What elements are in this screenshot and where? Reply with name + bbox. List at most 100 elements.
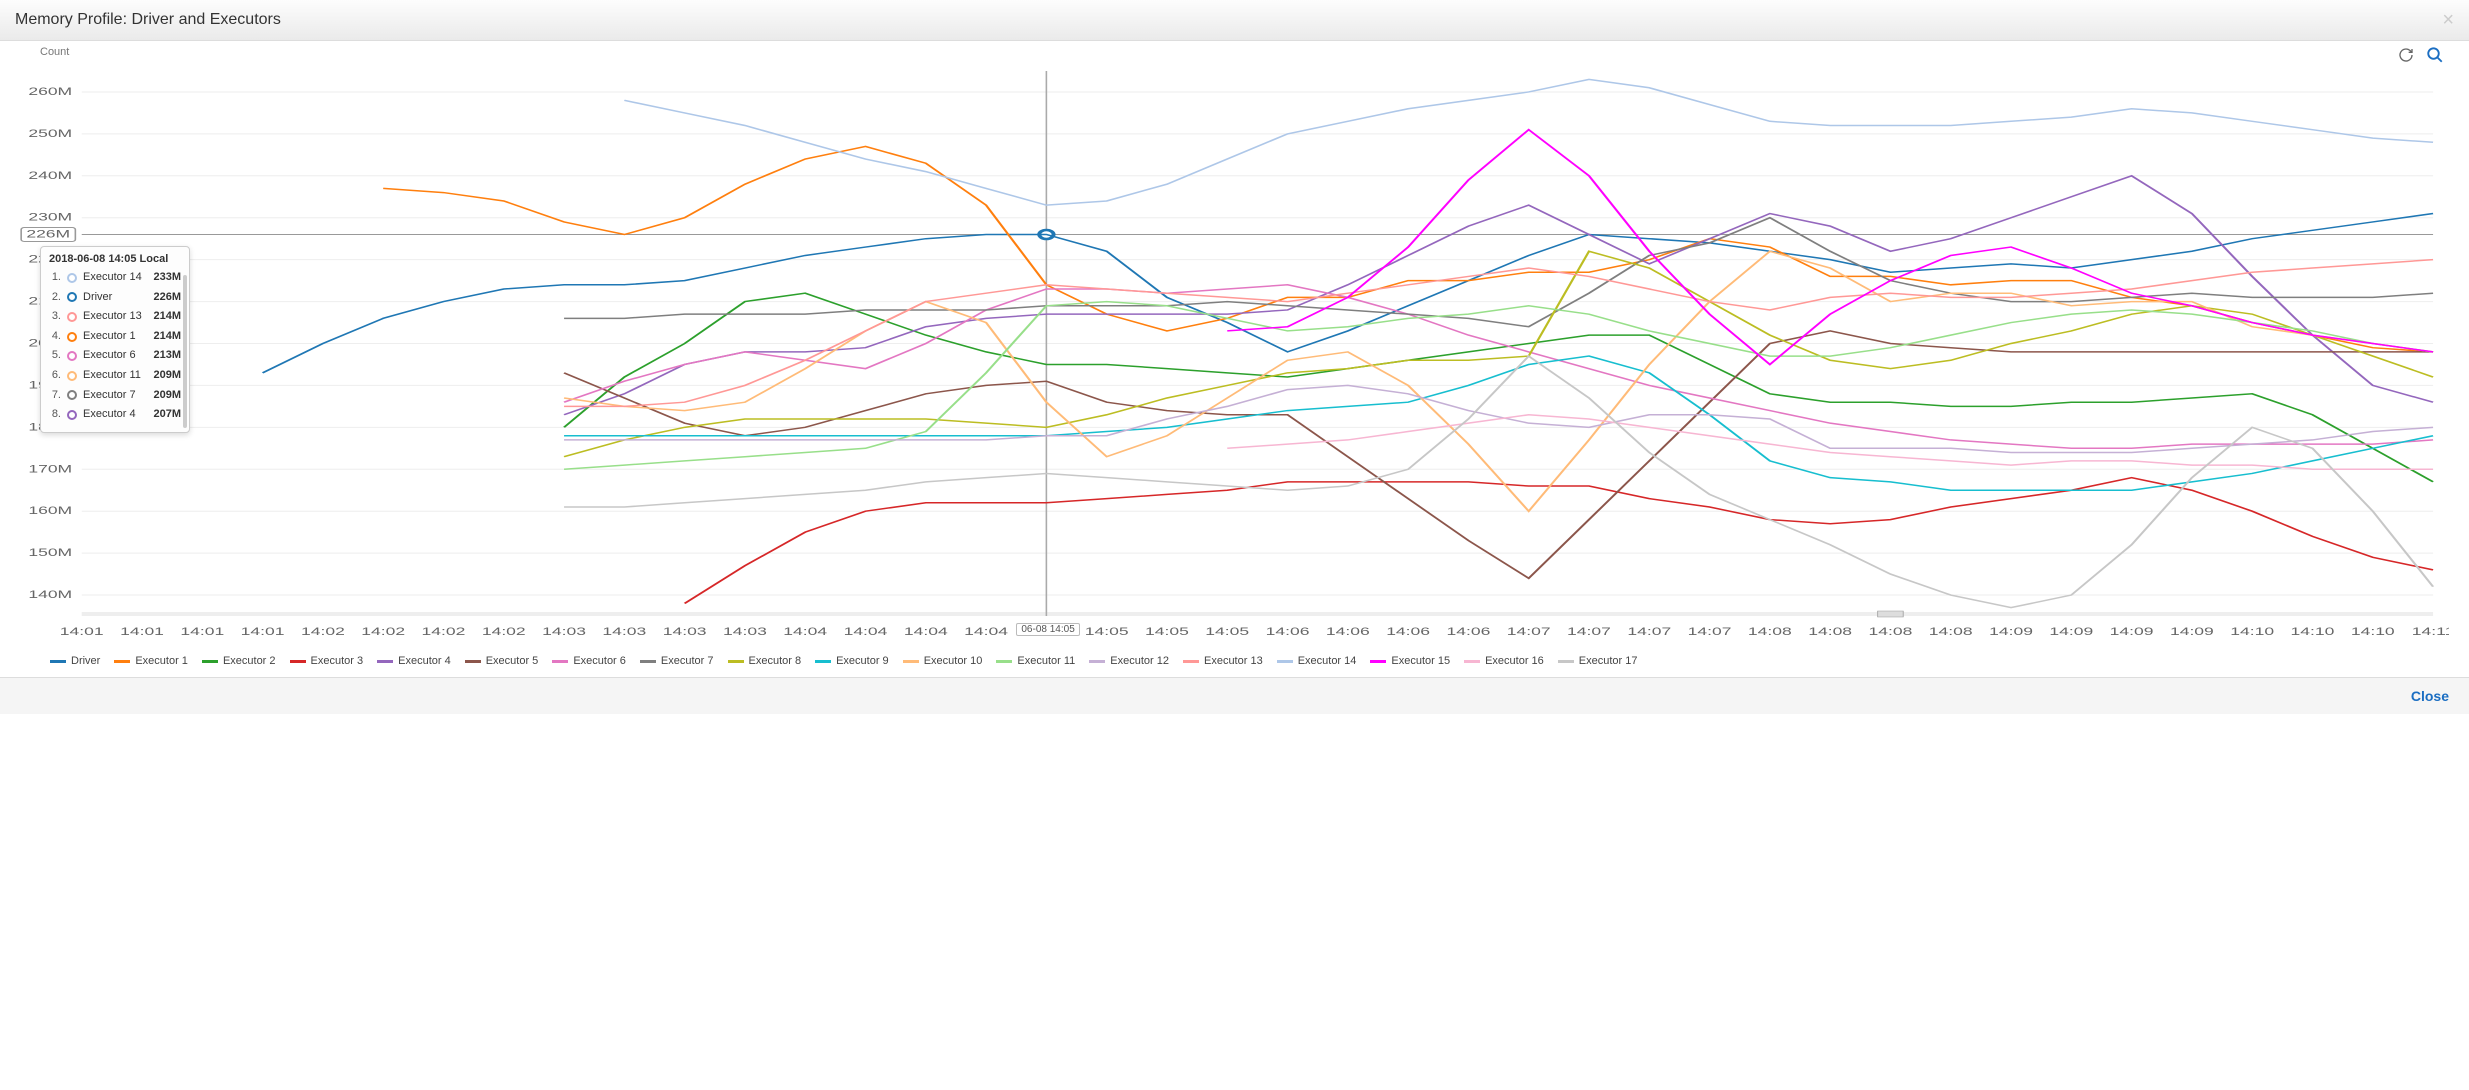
tooltip-swatch <box>67 410 77 420</box>
svg-text:14:04: 14:04 <box>844 626 888 638</box>
tooltip-scroll[interactable] <box>183 275 187 428</box>
svg-text:14:09: 14:09 <box>2170 626 2214 638</box>
tooltip-swatch <box>67 390 77 400</box>
svg-text:14:07: 14:07 <box>1688 626 1732 638</box>
legend-item[interactable]: Driver <box>50 655 100 667</box>
legend-item[interactable]: Executor 8 <box>728 655 802 667</box>
svg-text:250M: 250M <box>28 128 72 140</box>
svg-text:160M: 160M <box>28 505 72 517</box>
legend-swatch <box>50 660 66 663</box>
svg-text:14:05: 14:05 <box>1085 626 1129 638</box>
legend-item[interactable]: Executor 12 <box>1089 655 1169 667</box>
legend-swatch <box>728 660 744 663</box>
legend-item[interactable]: Executor 6 <box>552 655 626 667</box>
legend-label: Executor 9 <box>836 655 889 667</box>
svg-text:14:08: 14:08 <box>1929 626 1973 638</box>
tooltip-swatch <box>67 371 77 381</box>
legend-label: Executor 10 <box>924 655 983 667</box>
legend-item[interactable]: Executor 10 <box>903 655 983 667</box>
legend-swatch <box>996 660 1012 663</box>
svg-text:14:08: 14:08 <box>1808 626 1852 638</box>
svg-text:230M: 230M <box>28 212 72 224</box>
tooltip-row: 3.Executor 13214M <box>49 308 181 326</box>
legend-swatch <box>1464 660 1480 663</box>
hover-tooltip: 2018-06-08 14:05 Local 1.Executor 14233M… <box>40 246 190 433</box>
y-axis-title: Count <box>40 46 69 58</box>
legend-swatch <box>114 660 130 663</box>
svg-text:170M: 170M <box>28 463 72 475</box>
legend-label: Executor 16 <box>1485 655 1544 667</box>
legend-item[interactable]: Executor 9 <box>815 655 889 667</box>
svg-text:14:10: 14:10 <box>2291 626 2335 638</box>
legend-label: Executor 4 <box>398 655 451 667</box>
svg-text:14:05: 14:05 <box>1145 626 1189 638</box>
tooltip-row: 4.Executor 1214M <box>49 328 181 346</box>
tooltip-rank: 7. <box>49 387 61 405</box>
tooltip-label: Executor 6 <box>83 347 147 365</box>
legend-item[interactable]: Executor 7 <box>640 655 714 667</box>
svg-text:14:09: 14:09 <box>2110 626 2154 638</box>
legend-swatch <box>1089 660 1105 663</box>
svg-text:14:11: 14:11 <box>2412 626 2449 638</box>
legend-item[interactable]: Executor 4 <box>377 655 451 667</box>
svg-text:14:06: 14:06 <box>1446 626 1490 638</box>
chart-toolbar <box>2398 46 2444 67</box>
legend-item[interactable]: Executor 15 <box>1370 655 1450 667</box>
legend-item[interactable]: Executor 2 <box>202 655 276 667</box>
svg-text:14:09: 14:09 <box>2049 626 2093 638</box>
legend-label: Executor 6 <box>573 655 626 667</box>
tooltip-label: Driver <box>83 289 147 307</box>
tooltip-rank: 6. <box>49 367 61 385</box>
close-button[interactable]: Close <box>2411 688 2449 704</box>
tooltip-value: 207M <box>153 406 181 424</box>
legend-label: Executor 13 <box>1204 655 1263 667</box>
legend-label: Executor 5 <box>486 655 539 667</box>
modal-footer: Close <box>0 677 2469 714</box>
tooltip-label: Executor 4 <box>83 406 147 424</box>
svg-text:14:03: 14:03 <box>602 626 646 638</box>
tooltip-row: 6.Executor 11209M <box>49 367 181 385</box>
tooltip-rank: 5. <box>49 347 61 365</box>
tooltip-value: 214M <box>153 308 181 326</box>
line-chart[interactable]: 140M150M160M170M180M190M200M210M220M230M… <box>10 51 2449 641</box>
legend-label: Driver <box>71 655 100 667</box>
legend-item[interactable]: Executor 3 <box>290 655 364 667</box>
legend-swatch <box>815 660 831 663</box>
legend-swatch <box>1277 660 1293 663</box>
legend-item[interactable]: Executor 17 <box>1558 655 1638 667</box>
tooltip-row: 1.Executor 14233M <box>49 269 181 287</box>
svg-text:14:01: 14:01 <box>241 626 285 638</box>
tooltip-value: 214M <box>153 328 181 346</box>
legend-label: Executor 14 <box>1298 655 1357 667</box>
legend-item[interactable]: Executor 5 <box>465 655 539 667</box>
legend-item[interactable]: Executor 16 <box>1464 655 1544 667</box>
svg-text:14:01: 14:01 <box>60 626 104 638</box>
legend-item[interactable]: Executor 11 <box>996 655 1075 667</box>
tooltip-swatch <box>67 273 77 283</box>
legend-item[interactable]: Executor 1 <box>114 655 188 667</box>
tooltip-title: 2018-06-08 14:05 Local <box>49 253 181 265</box>
tooltip-swatch <box>67 351 77 361</box>
refresh-icon[interactable] <box>2398 47 2414 66</box>
legend-label: Executor 12 <box>1110 655 1169 667</box>
svg-text:150M: 150M <box>28 547 72 559</box>
svg-text:240M: 240M <box>28 170 72 182</box>
svg-text:14:06: 14:06 <box>1386 626 1430 638</box>
legend-swatch <box>1558 660 1574 663</box>
close-icon[interactable]: × <box>2442 10 2454 30</box>
svg-text:140M: 140M <box>28 589 72 601</box>
modal-title: Memory Profile: Driver and Executors <box>15 11 281 29</box>
tooltip-value: 233M <box>153 269 181 287</box>
tooltip-value: 213M <box>153 347 181 365</box>
svg-text:14:03: 14:03 <box>663 626 707 638</box>
svg-text:14:07: 14:07 <box>1507 626 1551 638</box>
legend-swatch <box>290 660 306 663</box>
svg-text:14:01: 14:01 <box>180 626 224 638</box>
svg-text:14:03: 14:03 <box>542 626 586 638</box>
legend-item[interactable]: Executor 14 <box>1277 655 1357 667</box>
svg-text:14:04: 14:04 <box>964 626 1008 638</box>
tooltip-label: Executor 13 <box>83 308 147 326</box>
svg-text:14:07: 14:07 <box>1567 626 1611 638</box>
legend-item[interactable]: Executor 13 <box>1183 655 1263 667</box>
zoom-icon[interactable] <box>2426 46 2444 67</box>
